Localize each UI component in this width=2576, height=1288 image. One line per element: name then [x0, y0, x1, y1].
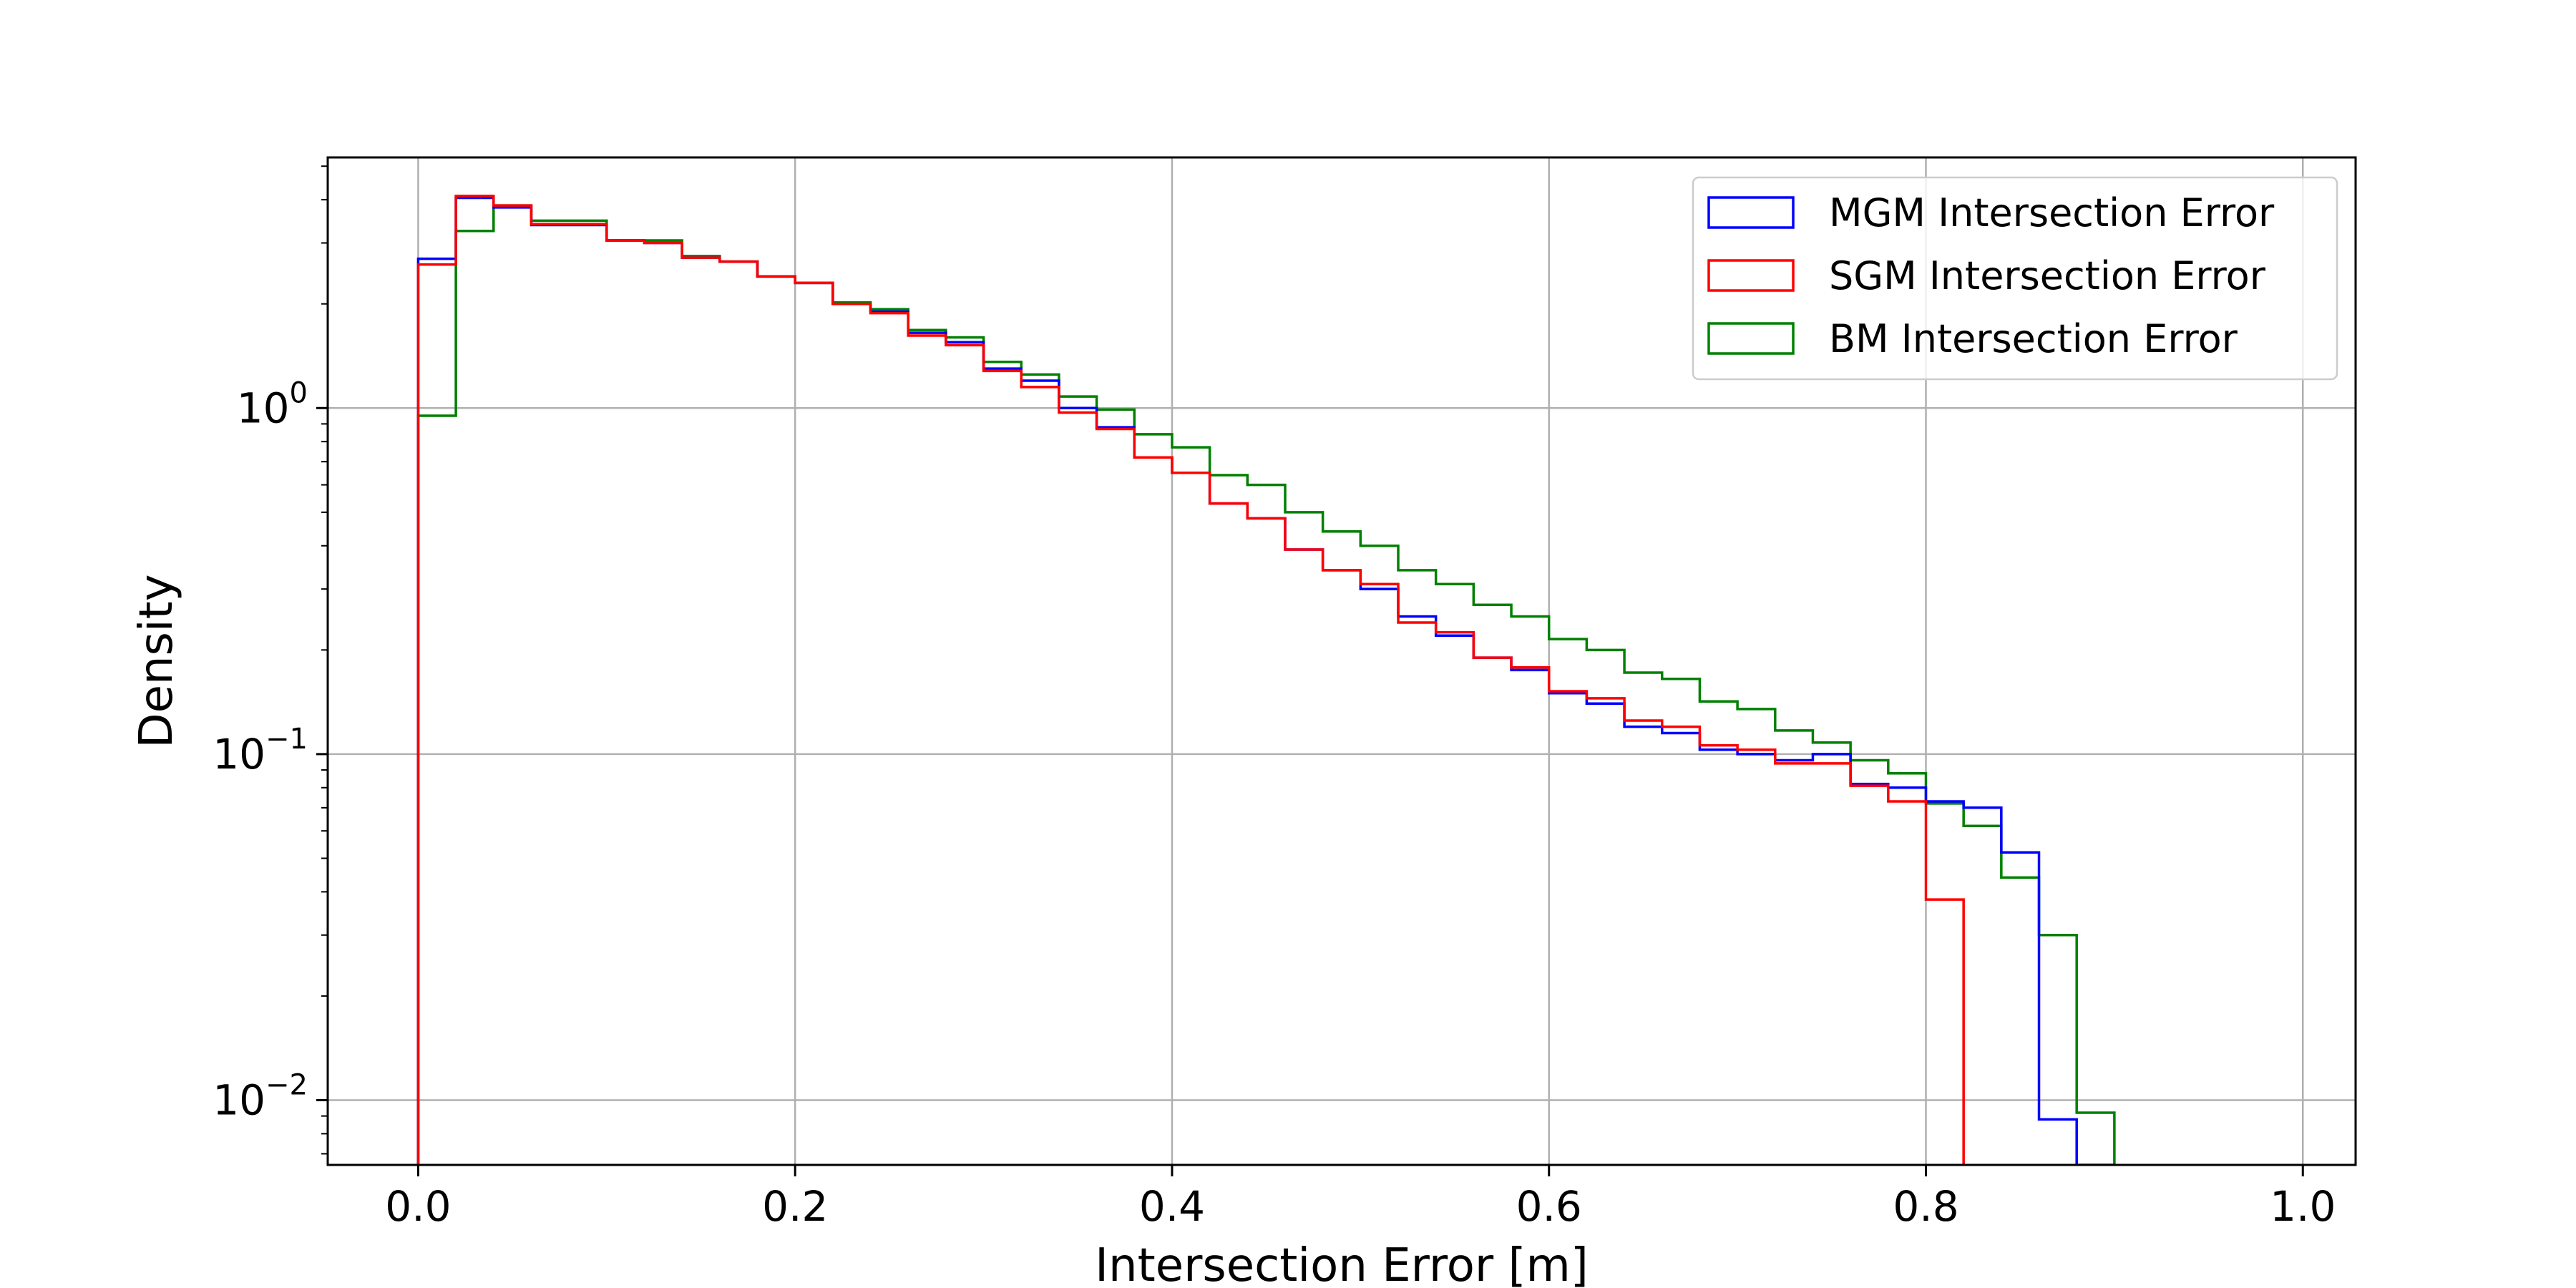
legend-label-1: SGM Intersection Error [1829, 253, 2266, 298]
series-layer [416, 195, 2116, 1165]
y-tick-label: 100 [237, 376, 308, 432]
x-tick-label: 0.6 [1516, 1182, 1582, 1231]
axes-frame [326, 156, 2357, 1166]
legend-label-2: BM Intersection Error [1829, 316, 2238, 361]
x-tick-label: 0.4 [1139, 1182, 1205, 1231]
y-tick-label: 10−2 [213, 1069, 308, 1125]
y-tick-label-base: 10 [237, 384, 290, 432]
y-tick-label-exponent: −2 [265, 1069, 308, 1102]
x-tick-label: 0.0 [385, 1182, 451, 1231]
legend-swatch-1 [1707, 259, 1795, 292]
legend-swatch-0 [1707, 196, 1795, 229]
y-tick-label-base: 10 [213, 1076, 265, 1125]
x-tick-label: 1.0 [2270, 1182, 2336, 1231]
y-tick-label-base: 10 [213, 730, 265, 779]
legend-box [1692, 176, 2338, 381]
x-axis-label: Intersection Error [m] [1095, 1239, 1589, 1288]
y-tick-label-exponent: −1 [265, 723, 308, 756]
y-tick-label: 10−1 [213, 723, 308, 779]
y-tick-label-exponent: 0 [290, 376, 308, 409]
grid-lines [328, 157, 2356, 1165]
y-axis-label: Density [130, 574, 183, 748]
legend-swatch-2 [1707, 322, 1795, 355]
series-line-1 [416, 195, 1965, 1165]
x-tick-label: 0.2 [762, 1182, 828, 1231]
legend-label-0: MGM Intersection Error [1829, 190, 2275, 235]
legend: MGM Intersection Error SGM Intersection E… [1692, 176, 2338, 381]
x-tick-label: 0.8 [1893, 1182, 1958, 1231]
